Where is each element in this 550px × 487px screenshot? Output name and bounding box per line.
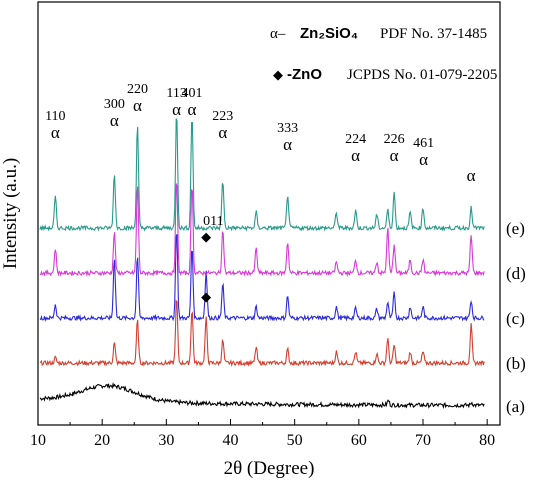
x-tick-label: 70 (415, 432, 431, 449)
alpha-marker: α (133, 96, 142, 115)
legend-alpha-formula: Zn₂SiO₄ (300, 25, 358, 42)
series-line-1 (39, 299, 485, 367)
legend-zno-symbol: ◆ (273, 67, 283, 82)
legend-entry-zno: ◆ -ZnO JCPDS No. 01-079-2205 (273, 66, 497, 83)
peak-hkl-label: 220 (127, 82, 148, 97)
series-line-0 (39, 381, 485, 409)
alpha-marker: α (188, 100, 197, 119)
alpha-marker: α (283, 135, 292, 154)
series-line-2 (39, 234, 485, 323)
peak-hkl-label: 224 (345, 132, 366, 147)
legend: α– Zn₂SiO₄ PDF No. 37-1485 ◆ -ZnO JCPDS … (270, 25, 497, 83)
series-layer (39, 118, 485, 409)
peak-hkl-label: 401 (182, 86, 203, 101)
x-tick-label: 30 (158, 432, 174, 449)
legend-zno-formula: -ZnO (287, 66, 322, 83)
series-labels: (a) (b) (c) (d) (e) (506, 219, 526, 416)
alpha-marker: α (51, 123, 60, 142)
zno-diamond-marker: ◆ (201, 289, 211, 304)
peak-hkl-label: 333 (277, 121, 298, 136)
legend-zno-reference: JCPDS No. 01-079-2205 (347, 67, 497, 83)
zno-hkl-label: 011 (203, 214, 223, 229)
x-ticks: 10 20 30 40 50 60 70 80 (30, 419, 495, 449)
peak-hkl-label: 223 (212, 109, 233, 124)
series-label-1: (b) (506, 354, 526, 373)
alpha-marker: α (172, 100, 181, 119)
alpha-marker: α (419, 150, 428, 169)
peak-hkl-label: 461 (413, 136, 434, 151)
series-line-4 (39, 118, 485, 232)
series-label-3: (d) (506, 264, 526, 283)
x-tick-label: 80 (479, 432, 495, 449)
legend-entry-alpha: α– Zn₂SiO₄ PDF No. 37-1485 (270, 25, 487, 42)
legend-alpha-reference: PDF No. 37-1485 (380, 26, 487, 42)
peak-hkl-label: 226 (384, 132, 405, 147)
alpha-marker: α (390, 146, 399, 165)
alpha-marker: α (218, 123, 227, 142)
x-tick-label: 60 (351, 432, 367, 449)
peak-hkl-label: 113 (166, 86, 186, 101)
peak-hkl-label: 300 (104, 97, 125, 112)
series-label-2: (c) (506, 309, 525, 328)
zno-diamond-marker: ◆ (201, 229, 211, 244)
series-label-4: (e) (506, 219, 525, 238)
x-tick-label: 50 (287, 432, 303, 449)
alpha-marker: α (351, 146, 360, 165)
alpha-marker: α (110, 111, 119, 130)
y-axis-label: Intensity (a.u.) (0, 158, 21, 269)
x-tick-label: 10 (30, 432, 46, 449)
alpha-marker: α (467, 166, 476, 185)
plot-frame (37, 1, 501, 426)
x-axis-label: 2θ (Degree) (224, 458, 315, 479)
x-tick-label: 20 (94, 432, 110, 449)
series-line-3 (39, 183, 485, 278)
peak-hkl-label: 110 (45, 109, 65, 124)
series-label-0: (a) (506, 397, 525, 416)
x-tick-label: 40 (223, 432, 239, 449)
legend-alpha-symbol: α– (270, 26, 286, 42)
